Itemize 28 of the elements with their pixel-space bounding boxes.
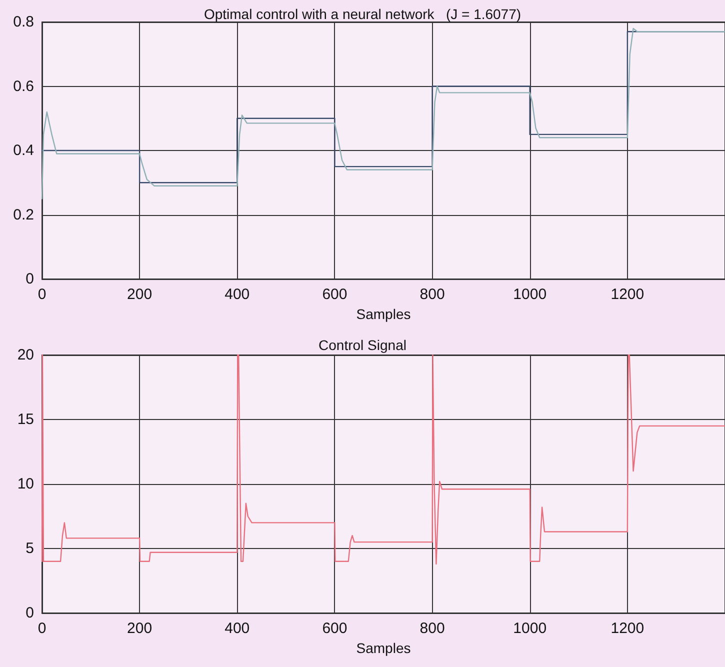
x-tick-label: 400 — [224, 620, 250, 637]
y-tick-label: 0.6 — [13, 78, 34, 95]
y-tick-label: 5 — [26, 540, 34, 557]
y-tick-label: 0 — [26, 270, 34, 288]
x-axis-title: Samples — [356, 640, 411, 656]
chart-title: Optimal control with a neural network (J = 1.6077) — [204, 6, 522, 22]
y-tick-label: 0.2 — [13, 206, 34, 224]
y-tick-label: 0.8 — [13, 14, 34, 30]
x-tick-label: 1000 — [513, 620, 547, 637]
y-tick-label: 10 — [17, 476, 34, 492]
x-tick-label: 1200 — [610, 286, 644, 303]
x-tick-label: 400 — [224, 286, 250, 303]
x-tick-label: 600 — [322, 286, 348, 303]
x-tick-label: 200 — [127, 620, 152, 637]
x-tick-label: 800 — [420, 286, 445, 303]
y-tick-label: 20 — [17, 346, 34, 364]
x-tick-label: 600 — [322, 620, 348, 637]
y-tick-label: 0.4 — [13, 142, 34, 159]
y-tick-label: 0 — [26, 604, 34, 622]
x-tick-label: 0 — [38, 286, 46, 303]
x-tick-label: 200 — [127, 286, 152, 303]
x-tick-label: 0 — [38, 620, 46, 637]
x-tick-label: 800 — [420, 620, 445, 637]
chart-title: Control Signal — [318, 337, 406, 353]
x-tick-label: 1200 — [610, 620, 644, 637]
x-axis-title: Samples — [356, 306, 411, 322]
y-tick-label: 15 — [17, 411, 34, 428]
x-tick-label: 1000 — [513, 286, 547, 303]
